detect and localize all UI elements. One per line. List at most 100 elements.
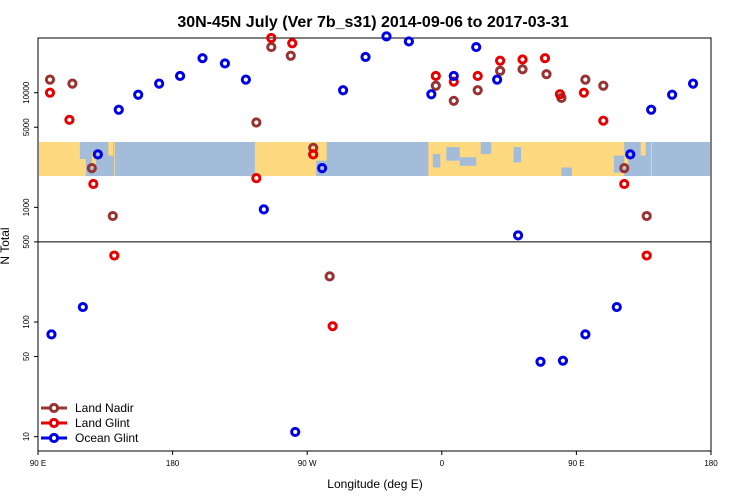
ocean-glint-point (535, 356, 546, 367)
ocean-glint-point (426, 89, 437, 100)
land-nadir-point (251, 117, 262, 128)
band-inlet-5 (561, 167, 572, 176)
y-tick-label: 50 (22, 352, 31, 361)
ocean-glint-point (337, 85, 349, 96)
band-land-asia-east (39, 142, 86, 176)
band-land-japan-tip (114, 142, 116, 176)
ocean-glint-point (174, 70, 186, 82)
band-inlet-6 (316, 160, 327, 176)
ocean-glint-point (240, 74, 251, 85)
y-tick-label: 10 (22, 432, 31, 441)
ocean-glint-point (113, 104, 124, 115)
ocean-glint-point (197, 53, 208, 64)
ocean-glint-point (403, 36, 414, 47)
x-axis-label: Longitude (deg E) (327, 477, 422, 491)
land-nadir-point (619, 163, 630, 174)
band-island-0 (91, 152, 96, 168)
legend-label-land-nadir: Land Nadir (75, 401, 134, 415)
land-nadir-point (67, 78, 78, 89)
land-glint-point (517, 54, 528, 65)
band-inlet-3 (480, 142, 492, 154)
ocean-glint-point (580, 329, 591, 340)
land-nadir-point (541, 69, 552, 80)
land-nadir-point (495, 65, 506, 76)
x-axis: 90 E 180 90 W 0 90 E 180 (30, 451, 718, 468)
land-nadir-point (430, 80, 441, 91)
land-nadir-point (641, 210, 652, 222)
y-tick-label: 10000 (22, 81, 31, 104)
ocean-glint-point (687, 78, 699, 89)
ocean-glint-point (133, 89, 144, 100)
x-tick-label: 90 E (30, 459, 46, 468)
legend-marker-ocean-glint (48, 432, 60, 444)
land-nadir-point (86, 163, 97, 174)
ocean-glint-point (290, 426, 301, 438)
band-inlet-7 (79, 142, 86, 159)
land-glint-point (287, 38, 298, 49)
ocean-glint-point (258, 204, 269, 215)
legend-marker-land-glint (48, 417, 60, 429)
x-tick-label: 90 E (568, 459, 584, 468)
land-glint-point (554, 89, 566, 100)
land-nadir-point (472, 85, 483, 96)
land-nadir-point (598, 80, 609, 91)
x-tick-label: 180 (704, 459, 718, 468)
ocean-glint-point (219, 58, 231, 69)
ocean-glint-point (557, 355, 569, 366)
legend-marker-land-nadir (48, 402, 60, 414)
land-glint-point (619, 178, 630, 190)
land-nadir-point (517, 64, 528, 75)
legend-label-ocean-glint: Ocean Glint (75, 431, 139, 445)
land-glint-point (44, 87, 56, 98)
land-glint-point (578, 87, 589, 98)
ocean-glint-point (77, 301, 88, 313)
land-glint-point (327, 321, 338, 332)
land-glint-point (641, 250, 652, 261)
land-glint-point (251, 172, 262, 184)
band-inlet-1 (446, 147, 460, 161)
land-glint-point (266, 32, 277, 44)
ocean-glint-point (154, 78, 165, 89)
land-glint-point (88, 178, 99, 190)
plot-frame (37, 37, 712, 452)
ocean-glint-point (646, 104, 657, 115)
band-island-3 (640, 142, 646, 156)
legend-label-land-glint: Land Glint (75, 416, 130, 430)
band-inlet-4 (513, 147, 522, 163)
band-inlet-0 (432, 153, 441, 168)
y-axis: 10 50 100 500 1000 5000 10000 (22, 81, 38, 441)
y-tick-label: 1000 (22, 198, 31, 216)
ocean-glint-point (667, 89, 678, 100)
band-inlet-8 (613, 155, 625, 173)
land-nadir-point (44, 74, 56, 85)
land-glint-point (109, 250, 120, 261)
ocean-glint-point (512, 230, 524, 241)
latitude-band-map (39, 142, 710, 176)
land-glint-point (472, 70, 483, 82)
ocean-glint-point (611, 301, 622, 313)
x-tick-label: 0 (440, 459, 445, 468)
land-glint-point (64, 114, 75, 125)
chart-title: 30N-45N July (Ver 7b_s31) 2014-09-06 to … (177, 14, 568, 31)
ocean-glint-point (448, 70, 459, 82)
ocean-glint-point (625, 149, 636, 160)
ocean-glint-point (471, 41, 482, 53)
land-glint-point (448, 76, 459, 87)
y-tick-label: 100 (22, 315, 31, 329)
land-glint-point (308, 149, 319, 160)
ocean-glint-point (492, 74, 503, 85)
land-nadir-point (448, 95, 459, 106)
land-nadir-point (107, 210, 118, 222)
land-nadir-point (285, 50, 296, 61)
y-tick-label: 5000 (22, 118, 31, 136)
land-nadir-point (324, 271, 335, 282)
band-island-2 (624, 152, 629, 168)
land-nadir-point (580, 74, 591, 85)
band-inlet-2 (459, 157, 477, 166)
x-tick-label: 90 W (298, 459, 317, 468)
land-glint-point (598, 115, 609, 126)
y-axis-label: N Total (0, 227, 12, 264)
land-glint-point (495, 55, 506, 66)
